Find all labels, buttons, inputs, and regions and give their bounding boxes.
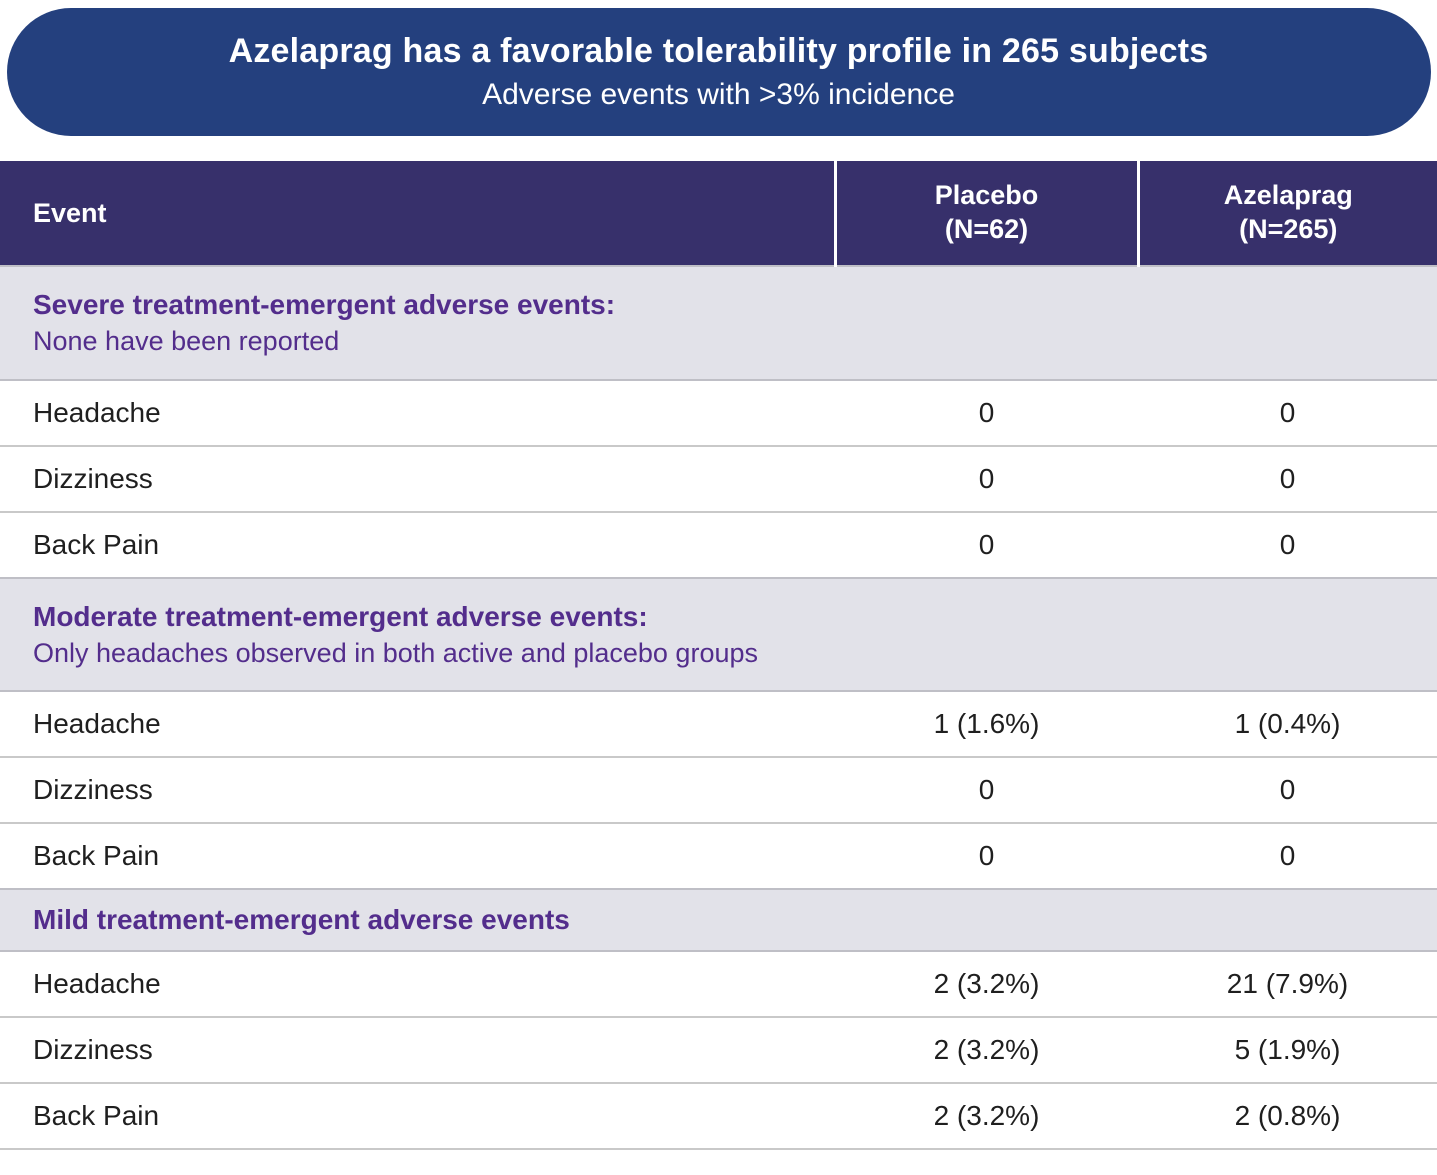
- slide-title: Azelaprag has a favorable tolerability p…: [228, 32, 1209, 71]
- azelaprag-value-cell: 0: [1138, 510, 1437, 578]
- event-cell: Dizziness: [0, 756, 835, 824]
- azelaprag-value-cell: 0: [1138, 756, 1437, 824]
- event-cell: Back Pain: [0, 1082, 835, 1150]
- event-cell: Dizziness: [0, 1016, 835, 1084]
- placebo-value-cell: 2 (3.2%): [835, 950, 1138, 1018]
- slide-subtitle: Adverse events with >3% incidence: [482, 77, 955, 111]
- placebo-value-cell: 0: [835, 756, 1138, 824]
- section-header-mild: Mild treatment-emergent adverse events: [0, 888, 1437, 953]
- column-header-azelaprag-n: (N=265): [1239, 214, 1338, 244]
- azelaprag-value-cell: 2 (0.8%): [1138, 1082, 1437, 1150]
- placebo-value-cell: 0: [835, 510, 1138, 578]
- event-cell: Headache: [0, 690, 835, 758]
- section-mild-title: Mild treatment-emergent adverse events: [33, 904, 570, 936]
- azelaprag-value-cell: 1 (0.4%): [1138, 690, 1437, 758]
- section-severe-title: Severe treatment-emergent adverse events…: [33, 289, 616, 320]
- column-header-azelaprag: Azelaprag (N=265): [1136, 161, 1437, 266]
- column-header-event: Event: [0, 161, 835, 266]
- table-row: Back Pain 0 0: [0, 510, 1437, 578]
- section-moderate-note: Only headaches observed in both active a…: [33, 637, 758, 668]
- placebo-value-cell: 1 (1.6%): [835, 690, 1138, 758]
- table-row: Dizziness 2 (3.2%) 5 (1.9%): [0, 1016, 1437, 1084]
- section-header-severe: Severe treatment-emergent adverse events…: [0, 265, 1437, 381]
- column-header-azelaprag-name: Azelaprag: [1223, 180, 1353, 211]
- event-cell: Back Pain: [0, 822, 835, 890]
- adverse-events-table: Event Placebo (N=62) Azelaprag (N=265) S…: [0, 161, 1437, 1151]
- column-header-placebo-name: Placebo: [934, 180, 1039, 211]
- event-cell: Back Pain: [0, 510, 835, 578]
- table-row: Dizziness 0 0: [0, 444, 1437, 512]
- table-row: Headache 0 0: [0, 378, 1437, 446]
- title-banner: Azelaprag has a favorable tolerability p…: [6, 8, 1431, 136]
- event-cell: Headache: [0, 378, 835, 446]
- section-header-moderate: Moderate treatment-emergent adverse even…: [0, 576, 1437, 693]
- event-cell: Headache: [0, 950, 835, 1018]
- event-cell: Dizziness: [0, 444, 835, 512]
- azelaprag-value-cell: 21 (7.9%): [1138, 950, 1437, 1018]
- table-header-row: Event Placebo (N=62) Azelaprag (N=265): [0, 161, 1437, 266]
- placebo-value-cell: 0: [835, 378, 1138, 446]
- placebo-value-cell: 0: [835, 444, 1138, 512]
- azelaprag-value-cell: 0: [1138, 822, 1437, 890]
- column-header-placebo: Placebo (N=62): [833, 161, 1138, 266]
- placebo-value-cell: 2 (3.2%): [835, 1082, 1138, 1150]
- placebo-value-cell: 0: [835, 822, 1138, 890]
- azelaprag-value-cell: 0: [1138, 444, 1437, 512]
- section-severe-note: None have been reported: [33, 326, 340, 357]
- table-row: Back Pain 2 (3.2%) 2 (0.8%): [0, 1082, 1437, 1150]
- azelaprag-value-cell: 5 (1.9%): [1138, 1016, 1437, 1084]
- azelaprag-value-cell: 0: [1138, 378, 1437, 446]
- section-moderate-title: Moderate treatment-emergent adverse even…: [33, 600, 648, 632]
- table-row: Back Pain 0 0: [0, 822, 1437, 890]
- table-row: Headache 2 (3.2%) 21 (7.9%): [0, 950, 1437, 1018]
- table-row: Headache 1 (1.6%) 1 (0.4%): [0, 690, 1437, 758]
- placebo-value-cell: 2 (3.2%): [835, 1016, 1138, 1084]
- table-row: Dizziness 0 0: [0, 756, 1437, 824]
- column-header-placebo-n: (N=62): [944, 214, 1029, 244]
